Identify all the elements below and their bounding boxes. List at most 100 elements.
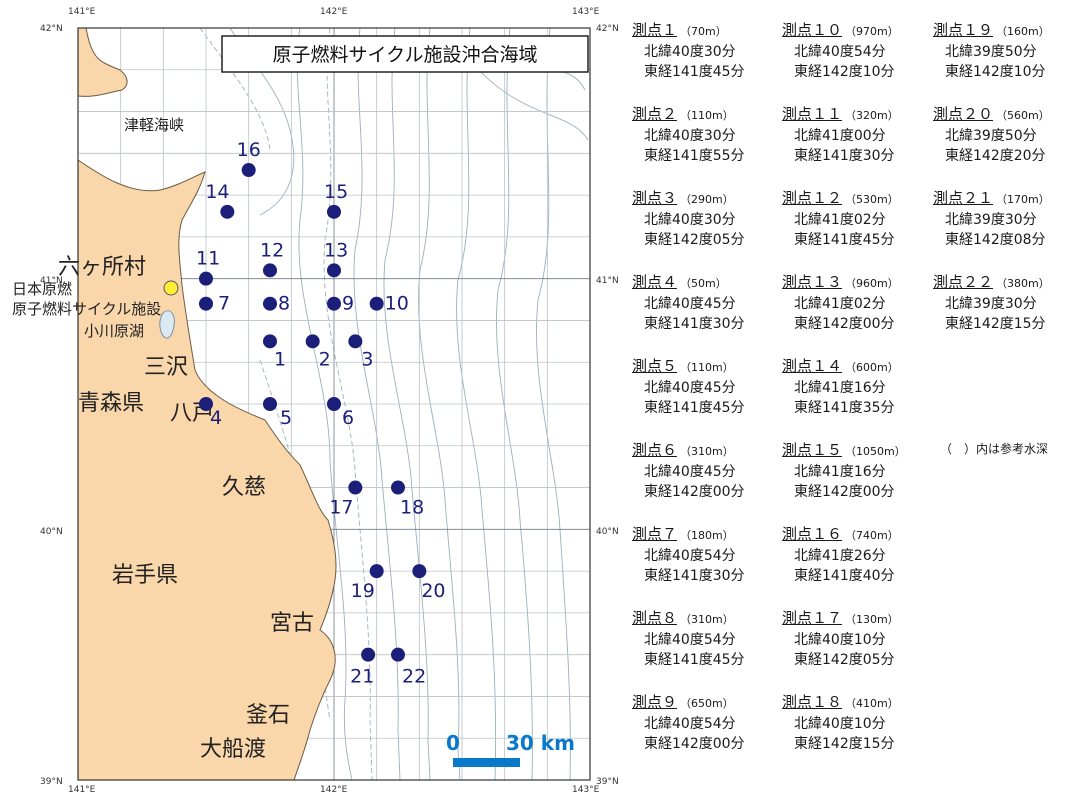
station-name: 測点４ — [632, 273, 678, 291]
station-depth: （600m） — [845, 361, 899, 374]
station-longitude: 東経141度35分 — [794, 400, 895, 416]
station-latitude: 北緯41度16分 — [794, 380, 886, 396]
station-name: 測点２１ — [933, 189, 994, 207]
station-latitude: 北緯39度50分 — [945, 44, 1037, 60]
station-header: 測点１５ （1050m） — [782, 440, 932, 462]
station-name: 測点１５ — [782, 441, 843, 459]
lon-label-142-bottom: 142°E — [320, 785, 348, 794]
station-name: 測点９ — [632, 693, 678, 711]
station-depth: （380m） — [996, 277, 1050, 290]
station-entry: 測点１１ （320m） 北緯41度00分 東経141度30分 — [782, 104, 932, 166]
lon-label-141-top: 141°E — [68, 7, 96, 17]
station-longitude: 東経142度00分 — [794, 484, 895, 500]
scale-label: 30 km — [506, 731, 575, 755]
station-latitude: 北緯40度10分 — [794, 632, 886, 648]
land-areas — [77, 27, 337, 781]
map-title: 原子燃料サイクル施設沖合海域 — [272, 44, 537, 66]
station-dot-5 — [263, 397, 277, 411]
lat-label-42-left: 42°N — [40, 24, 63, 34]
station-depth: （180m） — [680, 529, 734, 542]
station-longitude: 東経141度45分 — [644, 64, 745, 80]
label-tsugaru-strait: 津軽海峡 — [124, 116, 184, 134]
station-latitude: 北緯41度16分 — [794, 464, 886, 480]
station-depth: （650m） — [680, 697, 734, 710]
station-number-5: 5 — [280, 407, 292, 429]
station-number-20: 20 — [421, 580, 445, 602]
station-number-11: 11 — [196, 248, 220, 270]
label-kuji: 久慈 — [222, 475, 266, 500]
station-dot-4 — [199, 397, 213, 411]
label-ofunato: 大船渡 — [200, 737, 266, 762]
station-latitude: 北緯39度30分 — [945, 296, 1037, 312]
station-number-9: 9 — [342, 293, 354, 315]
station-entry: 測点１９ （160m） 北緯39度50分 東経142度10分 — [933, 20, 1069, 82]
station-longitude: 東経142度00分 — [644, 484, 745, 500]
lon-label-143-bottom: 143°E — [572, 785, 600, 794]
station-longitude: 東経141度30分 — [644, 568, 745, 584]
station-header: 測点１４ （600m） — [782, 356, 932, 378]
station-longitude: 東経141度45分 — [644, 652, 745, 668]
station-header: 測点６ （310m） — [632, 440, 782, 462]
station-header: 測点５ （110m） — [632, 356, 782, 378]
station-dot-1 — [263, 334, 277, 349]
ogawara-lake — [159, 310, 175, 339]
station-number-8: 8 — [278, 293, 290, 315]
station-dot-22 — [391, 647, 405, 662]
lat-label-41-right: 41°N — [596, 276, 619, 286]
station-header: 測点２１ （170m） — [933, 188, 1069, 210]
station-dot-3 — [348, 334, 363, 349]
station-latitude: 北緯40度30分 — [644, 212, 736, 228]
station-dot-17 — [348, 480, 363, 495]
scale-bar-line — [453, 758, 520, 767]
station-latitude: 北緯40度54分 — [644, 716, 736, 732]
station-header: 測点３ （290m） — [632, 188, 782, 210]
lon-label-142-top: 142°E — [320, 7, 348, 17]
station-number-16: 16 — [237, 139, 261, 161]
depth-note: （ ）内は参考水深 — [940, 442, 1049, 456]
label-misawa: 三沢 — [144, 355, 188, 380]
station-name: 測点１０ — [782, 21, 843, 39]
scale-zero: 0 — [446, 731, 460, 755]
station-dot-7 — [199, 296, 213, 311]
station-name: 測点１３ — [782, 273, 843, 291]
lon-label-141-bottom: 141°E — [68, 785, 96, 794]
station-entry: 測点２ （110m） 北緯40度30分 東経141度55分 — [632, 104, 782, 166]
station-header: 測点４ （50m） — [632, 272, 782, 294]
station-name: 測点２２ — [933, 273, 994, 291]
station-depth: （110m） — [680, 109, 734, 122]
station-number-13: 13 — [324, 239, 348, 261]
station-dot-15 — [327, 204, 341, 219]
label-facility-line2: 原子燃料サイクル施設 — [12, 300, 161, 318]
place-labels: 津軽海峡 六ヶ所村 日本原燃 原子燃料サイクル施設 小川原湖 三沢 青森県 八戸… — [12, 116, 314, 762]
station-longitude: 東経142度00分 — [644, 736, 745, 752]
label-iwate: 岩手県 — [112, 563, 178, 588]
label-rokkasho: 六ヶ所村 — [58, 255, 146, 280]
lat-label-39-left: 39°N — [40, 777, 63, 787]
station-number-2: 2 — [319, 348, 331, 370]
station-latitude: 北緯39度50分 — [945, 128, 1037, 144]
station-latitude: 北緯41度02分 — [794, 212, 886, 228]
station-depth: （290m） — [680, 193, 734, 206]
station-entry: 測点１ （70m） 北緯40度30分 東経141度45分 — [632, 20, 782, 82]
station-latitude: 北緯40度30分 — [644, 128, 736, 144]
station-longitude: 東経142度10分 — [794, 64, 895, 80]
station-header: 測点１ （70m） — [632, 20, 782, 42]
map-frame — [77, 27, 591, 781]
station-entry: 測点２０ （560m） 北緯39度50分 東経142度20分 — [933, 104, 1069, 166]
facility-marker — [163, 280, 179, 296]
label-miyako: 宮古 — [270, 611, 314, 636]
station-depth: （70m） — [680, 25, 727, 38]
station-header: 測点１１ （320m） — [782, 104, 932, 126]
lat-label-40-left: 40°N — [40, 527, 63, 537]
scale-bar: 0 30 km — [446, 731, 575, 767]
station-header: 測点１６ （740m） — [782, 524, 932, 546]
station-depth: （740m） — [845, 529, 899, 542]
station-dot-14 — [220, 204, 235, 219]
station-longitude: 東経141度55分 — [644, 148, 745, 164]
station-depth: （560m） — [996, 109, 1050, 122]
coordinate-labels: 141°E 142°E 143°E 141°E 142°E 143°E 42°N… — [40, 7, 619, 794]
station-longitude: 東経142度00分 — [794, 316, 895, 332]
station-entry: 測点２２ （380m） 北緯39度30分 東経142度15分 — [933, 272, 1069, 334]
station-number-3: 3 — [361, 348, 373, 370]
